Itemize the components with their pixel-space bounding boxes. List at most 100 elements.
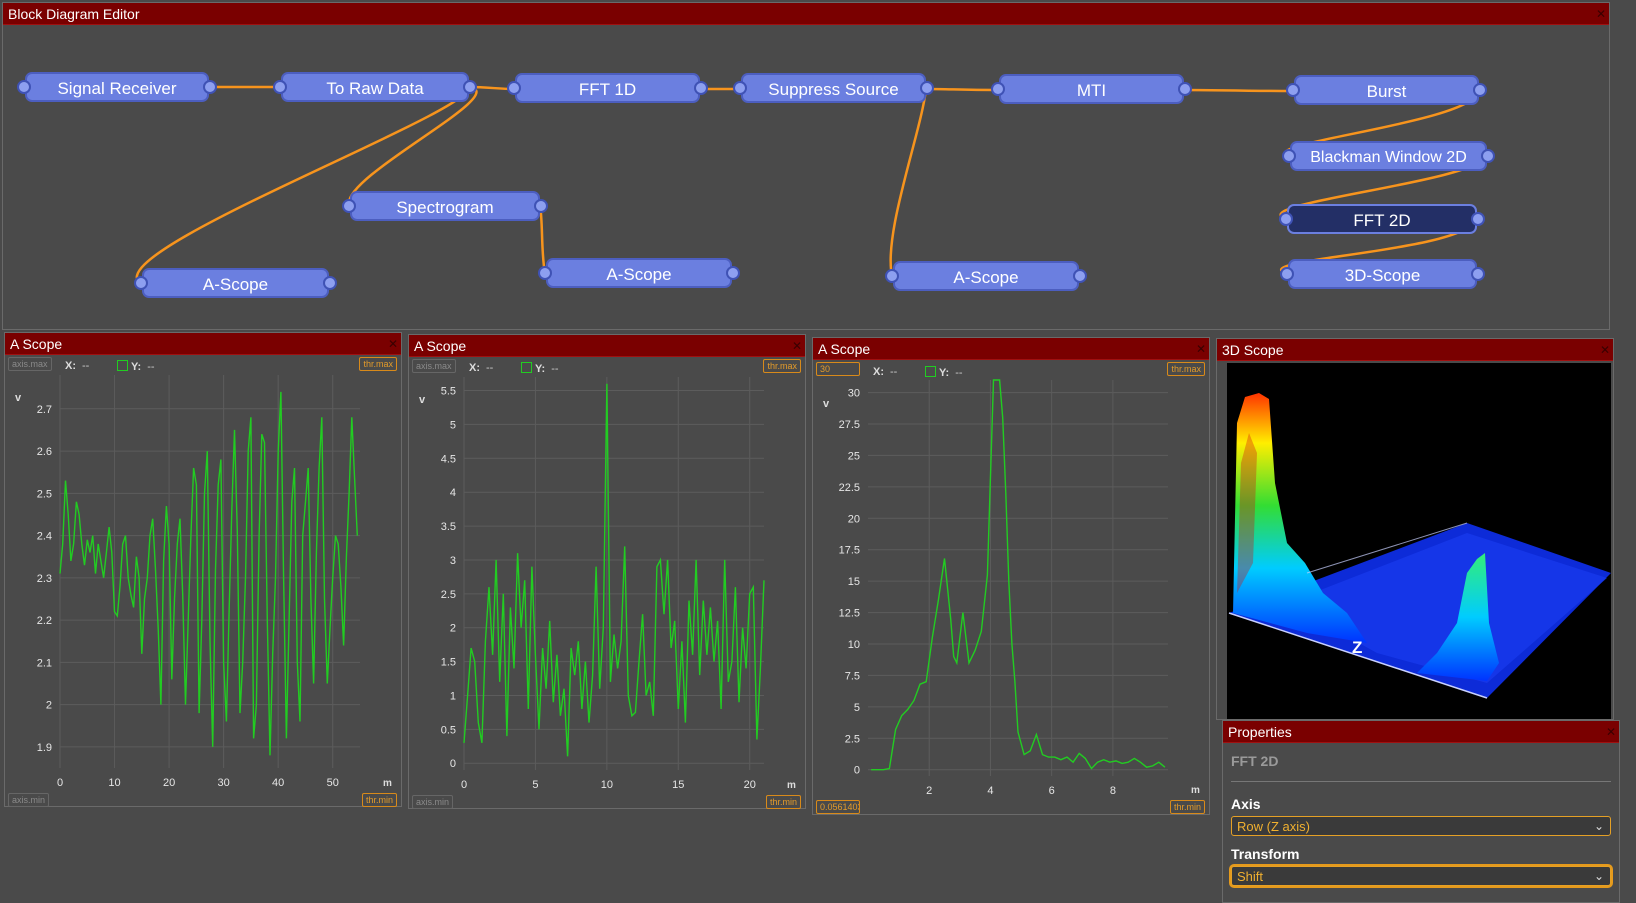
output-port[interactable] [1473, 83, 1487, 97]
selected-node-name: FFT 2D [1231, 753, 1279, 769]
y-tick-label: 1.5 [441, 657, 456, 669]
scope-plot[interactable]: 1.9 2 2.1 2.2 2.3 2.4 2.5 2.6 2.7 0 10 20 30 40 50 [5, 333, 403, 808]
node-spectrogram[interactable]: Spectrogram [342, 191, 548, 221]
input-port[interactable] [1282, 149, 1296, 163]
y-axis-label: v [823, 398, 830, 410]
output-port[interactable] [463, 80, 477, 94]
output-port[interactable] [726, 266, 740, 280]
surface-edge [1306, 522, 1468, 574]
thr-max-tag[interactable]: thr.max [1167, 362, 1205, 376]
scope-titlebar: A Scope ✕ [5, 333, 401, 355]
axis-label: Axis [1231, 796, 1261, 812]
node-blackman-window-2d[interactable]: Blackman Window 2D [1282, 141, 1495, 171]
input-port[interactable] [273, 80, 287, 94]
surface-edge [1228, 612, 1488, 699]
output-port[interactable] [1471, 267, 1485, 281]
node-to-raw-data[interactable]: To Raw Data [273, 72, 477, 102]
x-tick-label: 10 [601, 779, 613, 791]
scope3d-title: 3D Scope [1222, 342, 1284, 358]
thr-min-tag[interactable]: thr.min [765, 795, 801, 809]
node-3d-scope[interactable]: 3D-Scope [1280, 259, 1485, 289]
axis-max-tag[interactable]: axis.max [8, 357, 52, 371]
close-icon[interactable]: ✕ [1599, 343, 1610, 357]
output-port[interactable] [920, 81, 934, 95]
output-port[interactable] [1481, 149, 1495, 163]
axis-min-tag[interactable]: 0.0561403 [816, 800, 860, 814]
close-icon[interactable]: ✕ [387, 337, 398, 351]
node-fft-2d[interactable]: FFT 2D [1279, 204, 1485, 234]
y-tick-label: 2 [46, 700, 52, 712]
input-port[interactable] [1286, 83, 1300, 97]
divider [1231, 781, 1611, 782]
x-tick-label: 0 [461, 779, 467, 791]
x-tick-label: 5 [532, 779, 538, 791]
x-tick-label: 15 [672, 779, 684, 791]
x-readout: X: -- [469, 362, 494, 374]
thr-max-tag[interactable]: thr.max [763, 359, 801, 373]
scope-plot[interactable]: 0 0.5 1 1.5 2 2.5 3 3.5 4 4.5 5 5.5 0 5 10 15 20 [409, 335, 807, 810]
input-port[interactable] [885, 269, 899, 283]
input-port[interactable] [134, 276, 148, 290]
axis-min-tag[interactable]: axis.min [8, 793, 50, 807]
a-scope-panel-1: A Scope ✕ 1.9 2 2.1 2.2 2.3 2.4 2.5 2.6 2.7 0 10 20… [4, 332, 402, 807]
output-port[interactable] [203, 80, 217, 94]
output-port[interactable] [1073, 269, 1087, 283]
x-tick-label: 20 [163, 777, 175, 789]
scope-plot[interactable]: 0 2.5 5 7.5 10 12.5 15 17.5 20 22.5 25 27.5 30 2 4 6 8 [813, 338, 1211, 816]
node-suppress-source[interactable]: Suppress Source [733, 73, 934, 103]
input-port[interactable] [1279, 212, 1293, 226]
y-tick-label: 2 [450, 623, 456, 635]
thr-max-tag[interactable]: thr.max [359, 357, 397, 371]
input-port[interactable] [538, 266, 552, 280]
axis-max-tag[interactable]: axis.max [412, 359, 456, 373]
axis-select[interactable]: Row (Z axis) ⌄ [1231, 816, 1611, 836]
node-a-scope-1[interactable]: A-Scope [134, 268, 337, 298]
node-burst[interactable]: Burst [1286, 75, 1487, 105]
close-icon[interactable]: ✕ [791, 339, 802, 353]
input-port[interactable] [733, 81, 747, 95]
node-label: 3D-Scope [1344, 266, 1421, 285]
input-port[interactable] [17, 80, 31, 94]
y-tick-label: 3.5 [441, 521, 456, 533]
node-label: A-Scope [606, 265, 672, 284]
thr-min-tag[interactable]: thr.min [1169, 800, 1205, 814]
y-tick-label: 2.7 [37, 404, 52, 416]
close-icon[interactable]: ✕ [1605, 725, 1616, 739]
input-port[interactable] [507, 81, 521, 95]
node-a-scope-3[interactable]: A-Scope [885, 261, 1087, 291]
transform-select[interactable]: Shift ⌄ [1231, 866, 1611, 886]
input-port[interactable] [991, 82, 1005, 96]
series-legend-icon[interactable] [117, 360, 128, 371]
surface-peak-left [1233, 393, 1367, 643]
close-icon[interactable]: ✕ [1595, 7, 1606, 21]
output-port[interactable] [534, 199, 548, 213]
y-tick-label: 3 [450, 555, 456, 567]
y-tick-label: 5.5 [441, 386, 456, 398]
node-fft-1d[interactable]: FFT 1D [507, 73, 708, 103]
y-tick-label: 22.5 [839, 482, 860, 494]
x-axis-label: m [383, 778, 392, 789]
close-icon[interactable]: ✕ [1195, 342, 1206, 356]
node-mti[interactable]: MTI [991, 74, 1192, 104]
input-port[interactable] [342, 199, 356, 213]
chevron-down-icon: ⌄ [1593, 869, 1604, 883]
output-port[interactable] [1471, 212, 1485, 226]
series-legend-icon[interactable] [521, 362, 532, 373]
editor-titlebar: Block Diagram Editor ✕ [3, 3, 1609, 25]
axis-min-tag[interactable]: axis.min [412, 795, 454, 809]
output-port[interactable] [694, 81, 708, 95]
z-axis-label: Z [1352, 638, 1362, 657]
input-port[interactable] [1280, 267, 1294, 281]
x-axis-label: m [787, 780, 796, 791]
output-port[interactable] [1178, 82, 1192, 96]
properties-panel: Properties ✕ FFT 2D Axis Row (Z axis) ⌄ … [1222, 720, 1620, 903]
node-signal-receiver[interactable]: Signal Receiver [17, 72, 217, 102]
series-legend-icon[interactable] [925, 366, 936, 377]
node-a-scope-2[interactable]: A-Scope [538, 258, 740, 288]
x-tick-label: 40 [272, 777, 284, 789]
series-line [463, 383, 765, 757]
3d-surface-view[interactable]: Z [1227, 363, 1611, 719]
thr-min-tag[interactable]: thr.min [361, 793, 397, 807]
axis-max-tag[interactable]: 30 [816, 362, 860, 376]
output-port[interactable] [323, 276, 337, 290]
